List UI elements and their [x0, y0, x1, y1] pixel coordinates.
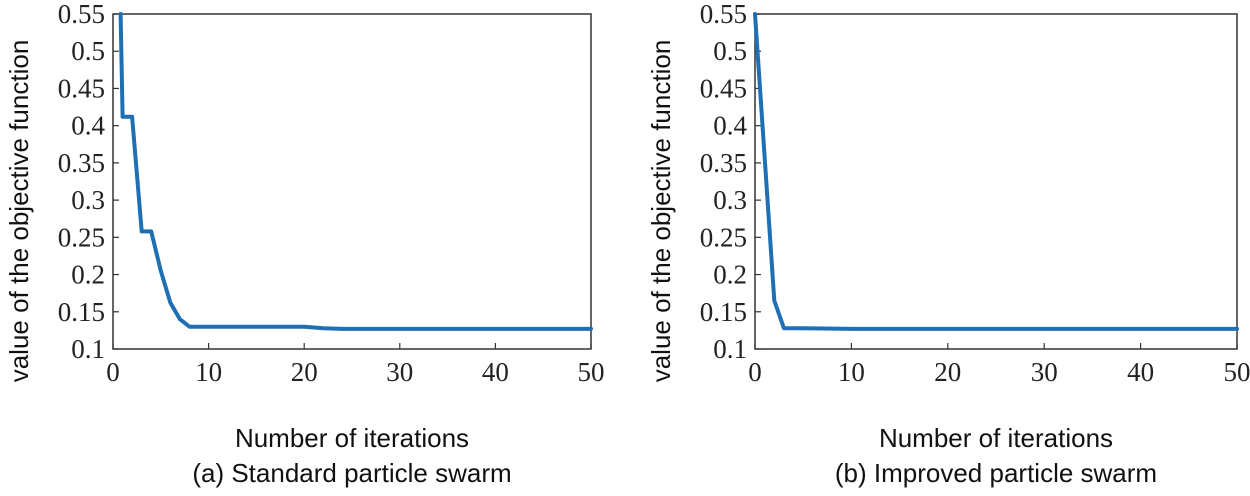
x-tick-label-b: 40 [1127, 357, 1154, 387]
x-tick-label-b: 30 [1031, 357, 1058, 387]
series-line-b [753, 12, 1239, 331]
y-tick-label-b: 0.3 [713, 185, 747, 215]
y-tick-label-a: 0.4 [71, 111, 105, 141]
y-tick-label-a: 0.3 [71, 185, 105, 215]
y-ticks-b: 0.1 0.15 0.2 0.25 0.3 0.35 0.4 0.45 0.5 0.55 [700, 0, 761, 364]
caption-b: (b) Improved particle swarm [835, 458, 1157, 488]
x-tick-label-a: 40 [482, 357, 509, 387]
y-axis-label-a: value of the objective function [4, 40, 34, 383]
y-tick-label-b: 0.25 [700, 222, 747, 252]
x-axis-label-b: Number of iterations [879, 423, 1113, 453]
y-tick-label-a: 0.45 [58, 73, 105, 103]
y-tick-label-b: 0.45 [700, 73, 747, 103]
y-tick-label-a: 0.1 [71, 334, 105, 364]
y-tick-label-a: 0.15 [58, 297, 105, 327]
y-tick-label-b: 0.4 [713, 111, 747, 141]
x-tick-label-b: 10 [838, 357, 865, 387]
y-tick-label-b: 0.15 [700, 297, 747, 327]
x-tick-label-a: 0 [106, 357, 120, 387]
x-axis-label-a: Number of iterations [235, 423, 469, 453]
y-tick-label-a: 0.2 [71, 260, 105, 290]
x-tick-label-b: 20 [934, 357, 961, 387]
chart-b: 0.1 0.15 0.2 0.25 0.3 0.35 0.4 0.45 0.5 0.55 0 10 2… [646, 0, 1250, 488]
x-ticks-b: 0 10 20 30 40 50 [748, 343, 1250, 387]
x-tick-label-b: 50 [1224, 357, 1250, 387]
y-tick-label-a: 0.55 [58, 0, 105, 29]
y-tick-label-a: 0.5 [71, 36, 105, 66]
y-tick-label-b: 0.1 [713, 334, 747, 364]
y-tick-label-b: 0.35 [700, 148, 747, 178]
y-tick-label-a: 0.35 [58, 148, 105, 178]
series-line-a [118, 12, 593, 331]
x-ticks-a: 0 10 20 30 40 50 [106, 343, 605, 387]
y-axis-label-b: value of the objective function [646, 40, 676, 383]
x-tick-label-a: 20 [291, 357, 318, 387]
chart-a: 0.1 0.15 0.2 0.25 0.3 0.35 0.4 0.45 0.5 0.55 0 10 2… [4, 0, 605, 488]
caption-a: (a) Standard particle swarm [192, 458, 511, 488]
y-tick-label-b: 0.5 [713, 36, 747, 66]
y-tick-label-b: 0.2 [713, 260, 747, 290]
y-tick-label-b: 0.55 [700, 0, 747, 29]
y-tick-label-a: 0.25 [58, 222, 105, 252]
plot-area-a [112, 13, 592, 350]
x-tick-label-a: 10 [195, 357, 222, 387]
x-tick-label-a: 30 [386, 357, 413, 387]
plot-area-b [754, 13, 1238, 350]
x-tick-label-a: 50 [578, 357, 605, 387]
y-ticks-a: 0.1 0.15 0.2 0.25 0.3 0.35 0.4 0.45 0.5 0.55 [58, 0, 119, 364]
x-tick-label-b: 0 [748, 357, 762, 387]
